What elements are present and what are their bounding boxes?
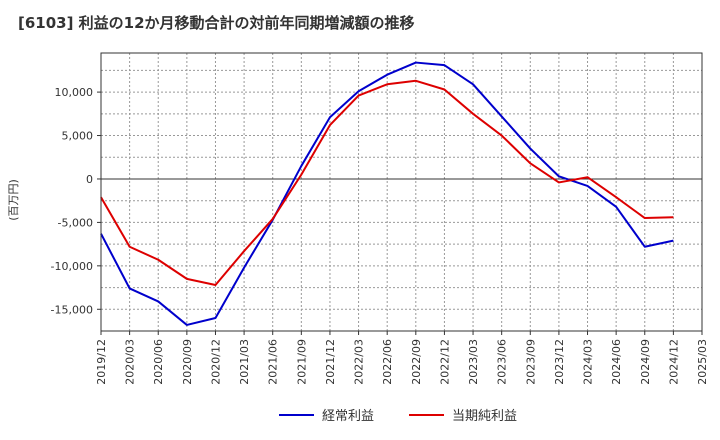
y-tick-label: 0 bbox=[86, 173, 93, 186]
x-tick-label: 2021/12 bbox=[324, 339, 337, 385]
legend: 経常利益 当期純利益 bbox=[279, 409, 517, 424]
chart-title: [6103] 利益の12か月移動合計の対前年同期増減額の推移 bbox=[18, 14, 415, 32]
x-tick-label: 2022/06 bbox=[381, 339, 394, 385]
x-tick-label: 2021/09 bbox=[295, 339, 308, 385]
x-tick-label: 2020/03 bbox=[124, 339, 137, 385]
y-tick-label: -15,000 bbox=[51, 303, 93, 316]
plot-frame bbox=[100, 52, 703, 332]
legend-item-ordinary-profit: 経常利益 bbox=[279, 409, 374, 424]
x-tick-label: 2019/12 bbox=[95, 339, 108, 385]
plot-frame-layer bbox=[100, 52, 703, 332]
x-tick-label: 2022/09 bbox=[410, 339, 423, 385]
x-tick-label: 2021/06 bbox=[267, 339, 280, 385]
x-tick-label: 2022/03 bbox=[353, 339, 366, 385]
x-tick-label: 2024/09 bbox=[639, 339, 652, 385]
x-tick-label: 2025/03 bbox=[696, 339, 709, 385]
x-tick-label: 2023/06 bbox=[496, 339, 509, 385]
series-line-ordinary-profit bbox=[100, 61, 674, 326]
x-tick-label: 2024/06 bbox=[610, 339, 623, 385]
y-tick-label: 10,000 bbox=[55, 86, 94, 99]
x-tick-label: 2023/09 bbox=[524, 339, 537, 385]
x-tick-label: 2020/09 bbox=[181, 339, 194, 385]
y-tick-label: -5,000 bbox=[58, 216, 93, 229]
series-layer bbox=[100, 61, 674, 326]
x-tick-label: 2023/12 bbox=[553, 339, 566, 385]
legend-item-net-income: 当期純利益 bbox=[409, 409, 517, 424]
x-axis-ticks: 2019/12 2020/03 2020/06 2020/09 2020/12 2021/… bbox=[95, 331, 709, 385]
y-tick-label: 5,000 bbox=[62, 130, 94, 143]
series-line-net-income bbox=[100, 79, 674, 286]
x-tick-label: 2024/03 bbox=[582, 339, 595, 385]
y-tick-label: -10,000 bbox=[51, 260, 93, 273]
y-axis-label: (百万円) bbox=[7, 179, 20, 221]
x-tick-label: 2022/12 bbox=[438, 339, 451, 385]
x-tick-label: 2020/06 bbox=[152, 339, 165, 385]
x-tick-label: 2021/03 bbox=[238, 339, 251, 385]
legend-label-net-income: 当期純利益 bbox=[452, 409, 517, 424]
legend-label-ordinary-profit: 経常利益 bbox=[322, 409, 374, 424]
x-tick-label: 2024/12 bbox=[667, 339, 680, 385]
x-tick-label: 2020/12 bbox=[209, 339, 222, 385]
x-tick-label: 2023/03 bbox=[467, 339, 480, 385]
grid bbox=[100, 53, 703, 332]
y-axis-ticks: -15,000 -10,000 -5,000 0 5,000 10,000 bbox=[51, 86, 101, 316]
